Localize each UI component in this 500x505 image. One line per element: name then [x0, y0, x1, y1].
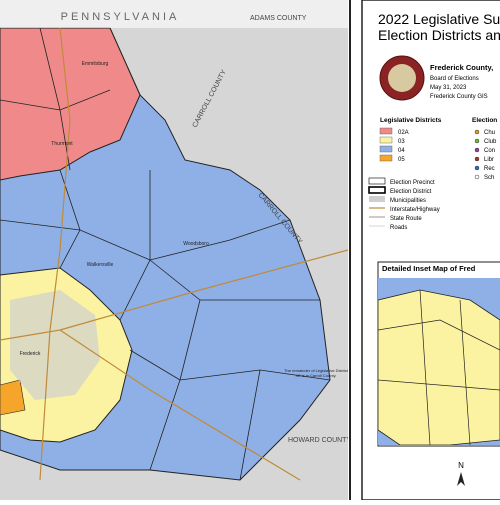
legend-label: 03: [398, 139, 405, 145]
note-text: The remainder of Legislative District 4C…: [284, 368, 348, 378]
legend-label: Sch: [484, 175, 494, 181]
inset-map: [378, 278, 500, 445]
main-map: PENNSYLVANIA ADAMS COUNTY CARROLL COUNTY…: [0, 0, 351, 500]
legend-swatch: [379, 136, 393, 144]
legend-dot: [474, 129, 480, 135]
legend-heading: Legislative Districts: [380, 117, 442, 124]
legend-label: 04: [398, 148, 405, 154]
place-labels: Emmitsburg Thurmont Woodsboro Walkersville F…: [20, 61, 209, 357]
legend-label: Election District: [390, 189, 432, 195]
note: The remainder of Legislative District 4C…: [284, 368, 348, 378]
date: May 31, 2023: [430, 85, 467, 91]
legend-swatch: [379, 145, 393, 153]
legend-heading: Election: [472, 117, 497, 124]
legend-symbol: [368, 177, 386, 185]
district-05-area: [0, 379, 26, 416]
legend-label: 02A: [398, 130, 409, 136]
title-line: Election Districts and: [378, 27, 500, 43]
legend-dot: [474, 147, 480, 153]
municipality: [10, 290, 100, 400]
county-label: HOWARD COUNTY: [288, 437, 351, 444]
place-label: Emmitsburg: [82, 61, 109, 67]
legend-label: Election Precinct: [390, 180, 435, 186]
legend-label: 05: [398, 157, 405, 163]
legend-label: Roads: [390, 225, 407, 231]
org: Frederick County,: [430, 63, 493, 72]
state-label: PENNSYLVANIA: [61, 11, 180, 23]
place-label: Walkersville: [87, 262, 114, 268]
legend-label: Interstate/Highway: [390, 207, 440, 213]
legend-swatch: [379, 127, 393, 135]
legend-label: Libr: [484, 157, 494, 163]
inset-title: Detailed Inset Map of Fred: [382, 264, 476, 273]
board: Board of Elections: [430, 76, 479, 82]
place-label: Frederick: [20, 351, 41, 357]
legend-symbol: [368, 186, 386, 194]
north-arrow: [457, 472, 465, 486]
legend-label: Chu: [484, 130, 495, 136]
legend-panel: 2022 Legislative Subdi Election District…: [368, 11, 500, 486]
legend-label: Club: [484, 139, 497, 145]
place-label: Thurmont: [51, 141, 73, 147]
district-02a-area: [0, 27, 141, 181]
seal-inner: [388, 64, 416, 92]
pa-band: [0, 0, 348, 28]
legend-dot: [474, 138, 480, 144]
legend-label: State Route: [390, 216, 422, 222]
title-line: 2022 Legislative Subdi: [378, 11, 500, 27]
legend-dot: [474, 156, 480, 162]
legend-label: Con: [484, 148, 495, 154]
legend-symbol: [369, 196, 385, 202]
county-label: ADAMS COUNTY: [250, 15, 307, 22]
legend-dot: [474, 174, 480, 180]
gis: Frederick County GIS: [430, 94, 488, 100]
north-label: N: [458, 461, 464, 470]
legend-dot: [474, 165, 480, 171]
legend-swatch: [379, 154, 393, 162]
inset-lines: [378, 289, 500, 445]
place-label: Woodsboro: [183, 241, 209, 247]
legend-label: Rec: [484, 166, 495, 172]
precinct-lines: [0, 27, 331, 481]
legend-label: Municipalities: [390, 198, 426, 204]
highways: [0, 27, 348, 481]
inset-area: [378, 289, 500, 445]
